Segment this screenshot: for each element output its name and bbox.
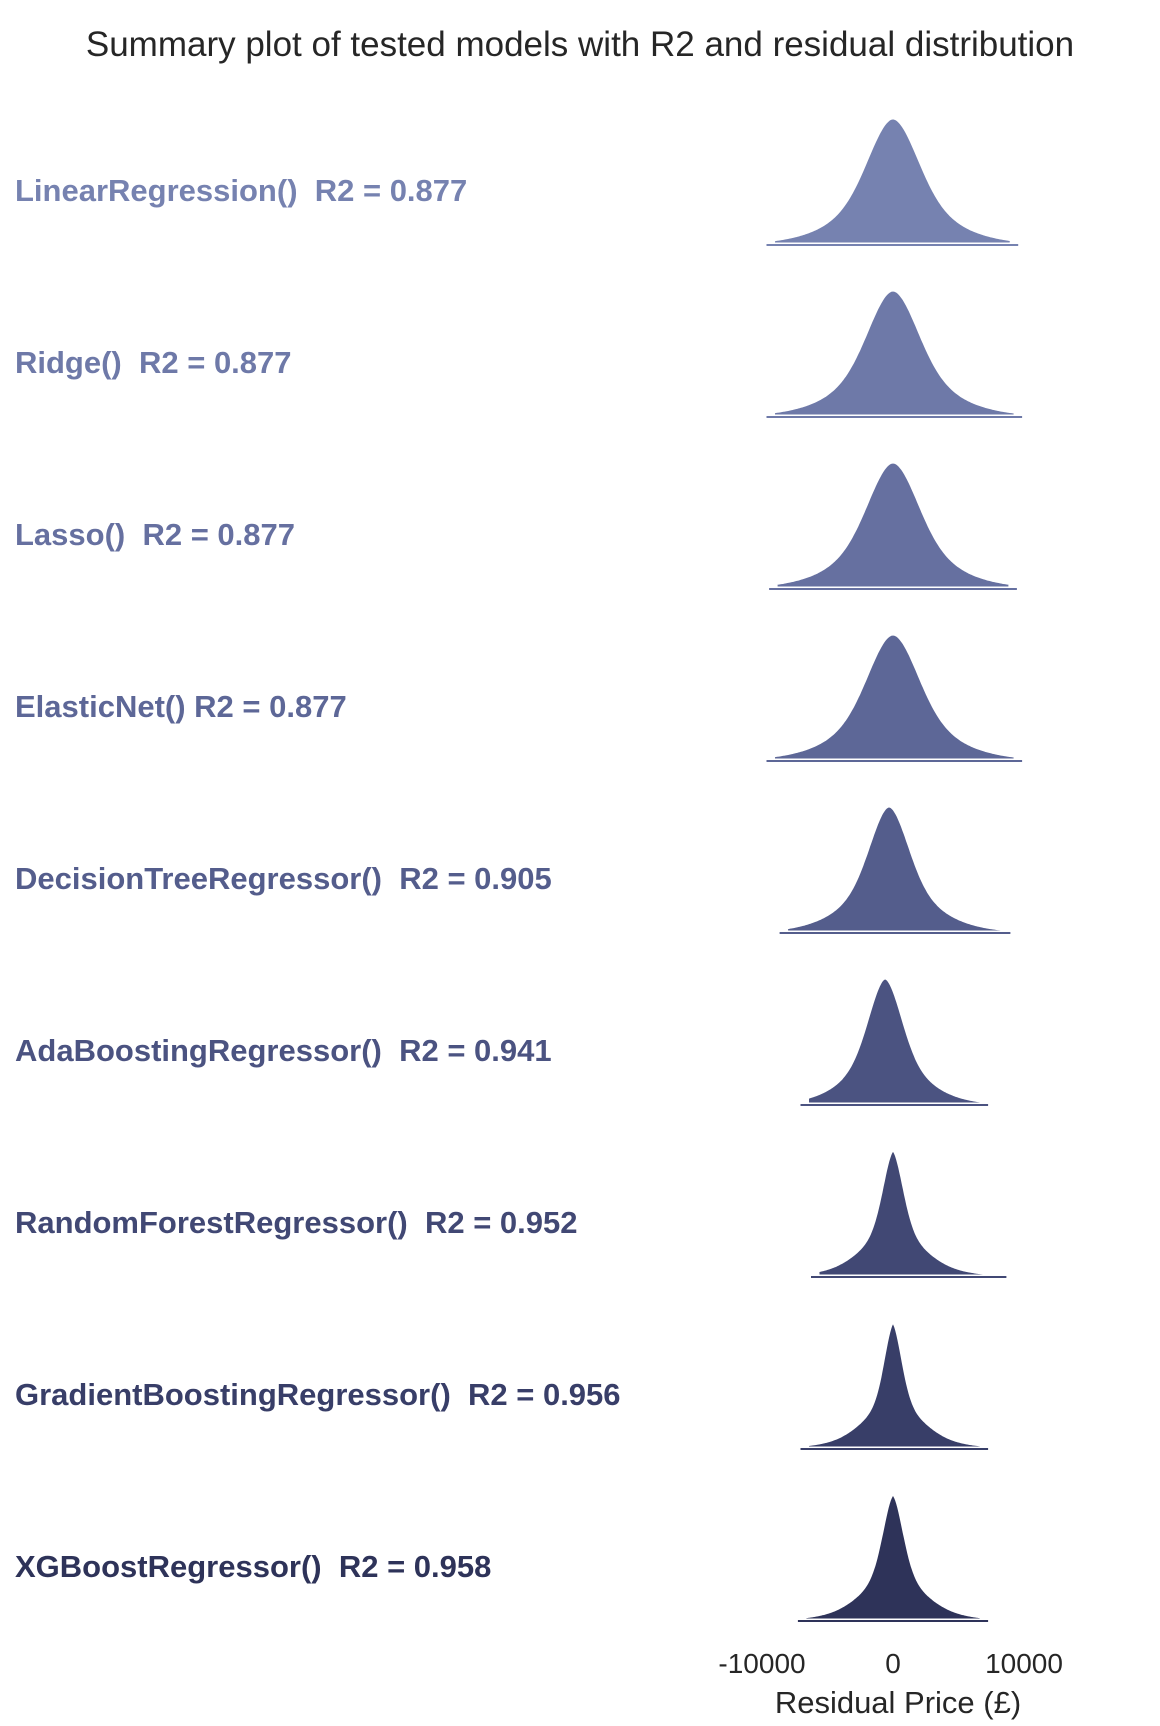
chart-title: Summary plot of tested models with R2 an…: [86, 25, 1074, 64]
row-label-6: RandomForestRegressor() R2 = 0.952: [15, 1205, 578, 1240]
ridge-4: [783, 802, 1007, 936]
x-axis-ticks: -10000 0 10000: [718, 1648, 1063, 1679]
x-tick-label-1: 0: [885, 1648, 901, 1679]
ridge-6: [814, 1146, 1003, 1280]
x-tick-label-0: -10000: [718, 1648, 805, 1679]
row-label-7: GradientBoostingRegressor() R2 = 0.956: [15, 1377, 621, 1412]
x-axis-label: Residual Price (£): [775, 1685, 1021, 1720]
row-label-5: AdaBoostingRegressor() R2 = 0.941: [15, 1033, 552, 1068]
row-label-4: DecisionTreeRegressor() R2 = 0.905: [15, 861, 552, 896]
ridge-0: [770, 114, 1015, 248]
row-label-8: XGBoostRegressor() R2 = 0.958: [15, 1549, 491, 1584]
row-label-1: Ridge() R2 = 0.877: [15, 345, 292, 380]
ridge-8: [801, 1490, 985, 1624]
row-labels-group: LinearRegression() R2 = 0.877 Ridge() R2 …: [15, 173, 621, 1584]
ridge-7: [804, 1318, 985, 1452]
ridge-2: [772, 458, 1014, 592]
row-label-2: Lasso() R2 = 0.877: [15, 517, 295, 552]
ridges-group: [766, 114, 1023, 1624]
row-label-0: LinearRegression() R2 = 0.877: [15, 173, 467, 208]
ridge-5: [804, 974, 985, 1108]
row-label-3: ElasticNet() R2 = 0.877: [15, 689, 347, 724]
ridge-1: [770, 286, 1019, 420]
ridge-3: [770, 630, 1019, 764]
x-tick-label-2: 10000: [985, 1648, 1063, 1679]
